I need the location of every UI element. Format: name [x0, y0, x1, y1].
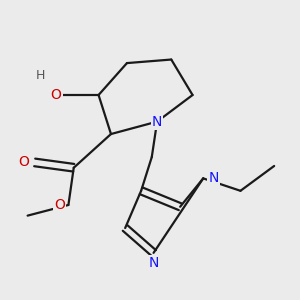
Text: O: O	[54, 198, 65, 212]
Text: N: N	[152, 115, 162, 129]
Text: O: O	[51, 88, 62, 102]
Text: N: N	[148, 256, 159, 270]
Text: N: N	[208, 171, 219, 185]
Text: O: O	[19, 155, 29, 170]
Text: H: H	[35, 69, 45, 82]
